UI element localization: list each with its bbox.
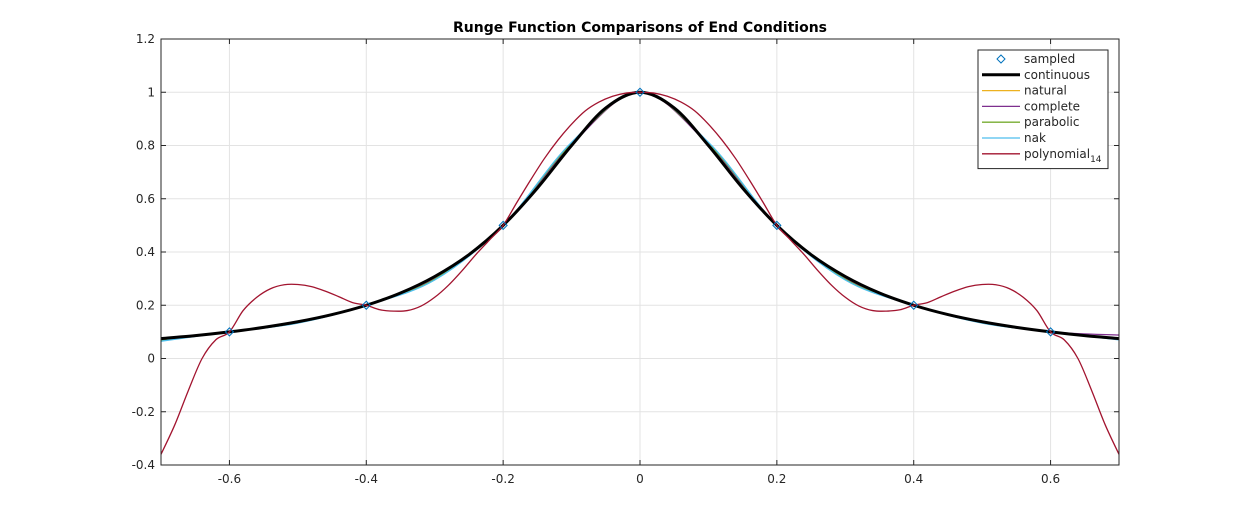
legend-label-parabolic: parabolic — [1024, 115, 1079, 129]
legend-label-sampled: sampled — [1024, 52, 1075, 66]
legend-label-text: continuous — [1024, 68, 1090, 82]
sampled-point — [1045, 327, 1056, 337]
sampled-point — [361, 300, 371, 310]
y-tick-label: -0.2 — [132, 405, 155, 419]
sampled-point — [498, 220, 508, 231]
y-tick-label: 0.8 — [136, 139, 155, 153]
y-tick-label: 1.2 — [136, 32, 155, 46]
plot-area — [161, 90, 1119, 455]
axes-box — [160, 38, 1120, 466]
y-tick-label: 0.4 — [136, 245, 155, 259]
legend-label-subscript: 14 — [1090, 155, 1102, 165]
legend-label-nak: nak — [1024, 131, 1046, 145]
legend-label-text: polynomial — [1024, 147, 1090, 161]
legend-label-text: complete — [1024, 99, 1080, 113]
y-tick-label: 0.2 — [136, 298, 155, 312]
sampled-point — [224, 327, 235, 337]
sampled-point — [772, 220, 782, 231]
x-tick-label: 0.4 — [904, 472, 923, 486]
x-tick-label: -0.4 — [355, 472, 378, 486]
y-tick-label: 0 — [147, 352, 155, 366]
legend-swatch-sampled — [996, 54, 1006, 64]
x-tick-label: -0.2 — [491, 472, 514, 486]
legend-label-natural: natural — [1024, 84, 1067, 98]
sampled-point — [909, 300, 919, 310]
x-tick-label: 0.2 — [767, 472, 786, 486]
legend-label-text: parabolic — [1024, 115, 1079, 129]
legend-label-text: nak — [1024, 131, 1046, 145]
sampled-markers — [224, 87, 1056, 337]
axes: -0.6 -0.4 -0.2 0 0.2 0.4 0.6 -0.4 -0.2 0 0.2 0.4 0.6… — [132, 32, 1120, 486]
legend-label-complete: complete — [1024, 99, 1080, 113]
y-tick-label: -0.4 — [132, 458, 155, 472]
series-line-polynomial — [161, 91, 1119, 455]
legend-label-text: natural — [1024, 84, 1067, 98]
x-tick-label: 0.6 — [1041, 472, 1060, 486]
legend-box — [977, 49, 1109, 170]
x-tick-label: -0.6 — [218, 472, 241, 486]
legend-label-continuous: continuous — [1024, 68, 1090, 82]
y-tick-label: 0.6 — [136, 192, 155, 206]
sampled-point — [635, 87, 645, 97]
chart-title: Runge Function Comparisons of End Condit… — [453, 20, 827, 36]
legend-label-polynomial: polynomial14 — [1024, 147, 1102, 165]
y-tick-label: 1 — [147, 85, 155, 99]
legend-label-text: sampled — [1024, 52, 1075, 66]
x-tick-label: 0 — [636, 472, 644, 486]
